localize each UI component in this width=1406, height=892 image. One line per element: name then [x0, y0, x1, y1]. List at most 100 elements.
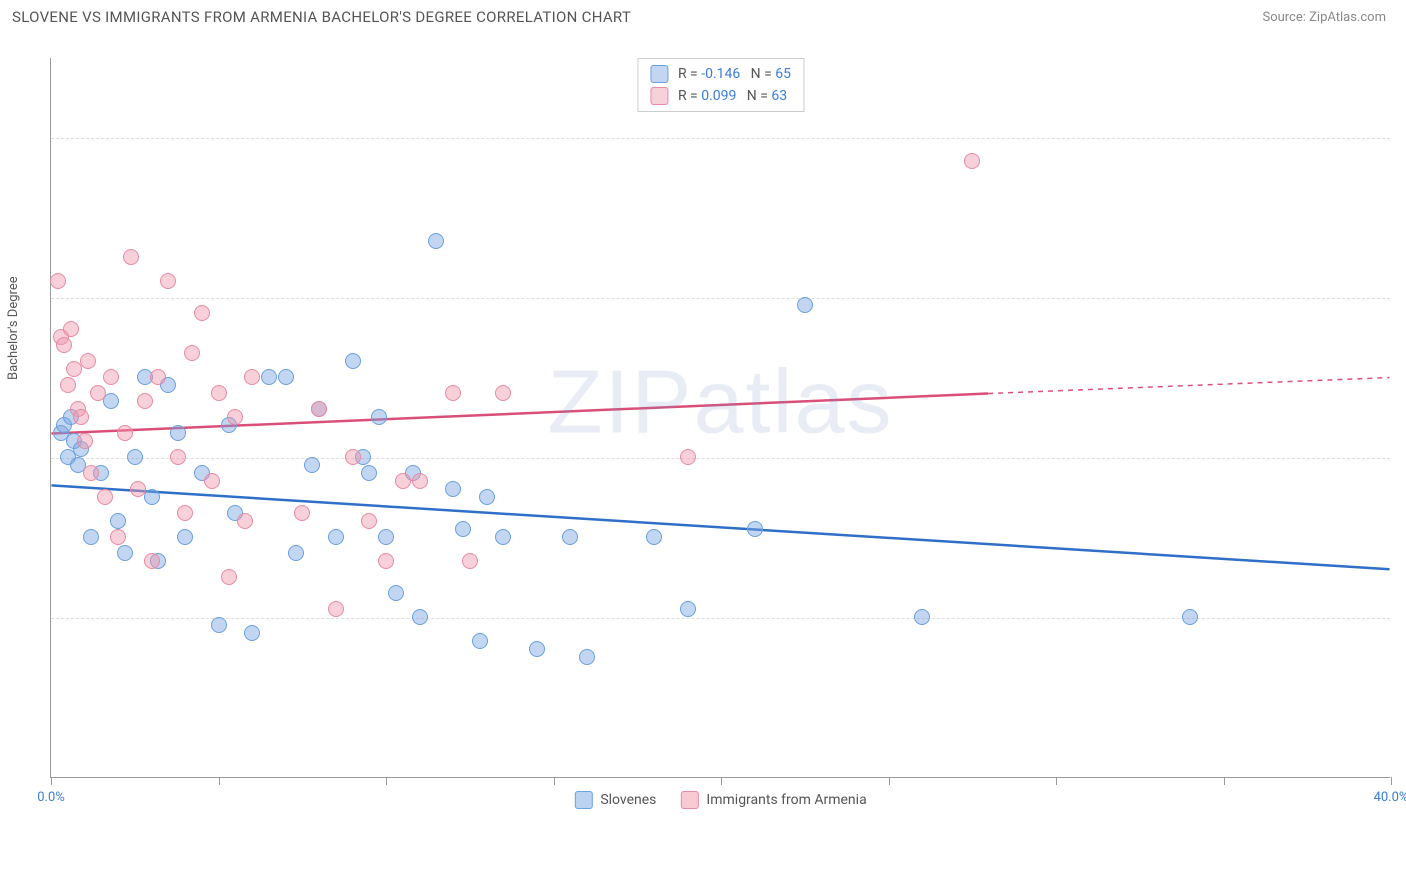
data-point [244, 369, 260, 385]
data-point [914, 609, 930, 625]
gridline [51, 458, 1390, 459]
x-tick [721, 777, 722, 785]
data-point [388, 585, 404, 601]
chart-title: SLOVENE VS IMMIGRANTS FROM ARMENIA BACHE… [12, 8, 631, 26]
data-point [130, 481, 146, 497]
data-point [462, 553, 478, 569]
series-legend: Slovenes Immigrants from Armenia [574, 791, 866, 809]
data-point [194, 305, 210, 321]
x-tick [1391, 777, 1392, 785]
data-point [495, 385, 511, 401]
data-point [278, 369, 294, 385]
data-point [797, 297, 813, 313]
x-tick [51, 777, 52, 785]
data-point [304, 457, 320, 473]
data-point [529, 641, 545, 657]
data-point [103, 393, 119, 409]
trend-line-extrapolated [988, 378, 1389, 394]
data-point [137, 393, 153, 409]
data-point [221, 569, 237, 585]
data-point [144, 489, 160, 505]
data-point [63, 321, 79, 337]
data-point [412, 473, 428, 489]
data-point [204, 473, 220, 489]
data-point [80, 353, 96, 369]
trend-line [51, 485, 1389, 569]
data-point [83, 529, 99, 545]
data-point [361, 513, 377, 529]
data-point [964, 153, 980, 169]
data-point [127, 449, 143, 465]
data-point [747, 521, 763, 537]
data-point [311, 401, 327, 417]
data-point [680, 449, 696, 465]
legend-item: Immigrants from Armenia [680, 791, 866, 809]
data-point [184, 345, 200, 361]
data-point [395, 473, 411, 489]
data-point [123, 249, 139, 265]
legend-label: Immigrants from Armenia [706, 792, 866, 808]
data-point [56, 337, 72, 353]
legend-stat-text: R = -0.146 N = 65 [678, 66, 791, 82]
data-point [60, 377, 76, 393]
data-point [261, 369, 277, 385]
data-point [479, 489, 495, 505]
data-point [83, 465, 99, 481]
x-tick [386, 777, 387, 785]
data-point [294, 505, 310, 521]
legend-swatch [650, 65, 668, 83]
legend-stat-row: R = 0.099 N = 63 [650, 85, 791, 107]
data-point [110, 529, 126, 545]
data-point [495, 529, 511, 545]
legend-label: Slovenes [600, 792, 656, 808]
x-tick [554, 777, 555, 785]
data-point [77, 433, 93, 449]
data-point [117, 545, 133, 561]
data-point [211, 617, 227, 633]
data-point [378, 529, 394, 545]
source-attribution: Source: ZipAtlas.com [1262, 10, 1386, 25]
chart-plot-area: ZIPatlas R = -0.146 N = 65 R = 0.099 N = … [50, 58, 1390, 778]
data-point [378, 553, 394, 569]
data-point [237, 513, 253, 529]
data-point [97, 489, 113, 505]
data-point [211, 385, 227, 401]
trend-line [51, 394, 988, 434]
data-point [227, 409, 243, 425]
data-point [328, 601, 344, 617]
data-point [117, 425, 133, 441]
data-point [73, 409, 89, 425]
data-point [345, 353, 361, 369]
data-point [160, 273, 176, 289]
x-tick-label: 0.0% [37, 790, 65, 805]
legend-swatch [680, 791, 698, 809]
y-axis-label: Bachelor's Degree [6, 276, 21, 380]
data-point [177, 529, 193, 545]
data-point [1182, 609, 1198, 625]
data-point [170, 425, 186, 441]
data-point [50, 273, 66, 289]
data-point [455, 521, 471, 537]
watermark: ZIPatlas [547, 352, 893, 455]
chart-svg-layer [51, 58, 1390, 777]
data-point [680, 601, 696, 617]
x-tick [1056, 777, 1057, 785]
data-point [646, 529, 662, 545]
gridline [51, 298, 1390, 299]
data-point [90, 385, 106, 401]
data-point [361, 465, 377, 481]
gridline [51, 138, 1390, 139]
legend-stat-text: R = 0.099 N = 63 [678, 88, 787, 104]
x-tick [219, 777, 220, 785]
data-point [562, 529, 578, 545]
legend-stat-row: R = -0.146 N = 65 [650, 63, 791, 85]
legend-swatch [650, 87, 668, 105]
data-point [244, 625, 260, 641]
data-point [144, 553, 160, 569]
data-point [345, 449, 361, 465]
data-point [445, 481, 461, 497]
data-point [428, 233, 444, 249]
data-point [472, 633, 488, 649]
data-point [177, 505, 193, 521]
data-point [371, 409, 387, 425]
